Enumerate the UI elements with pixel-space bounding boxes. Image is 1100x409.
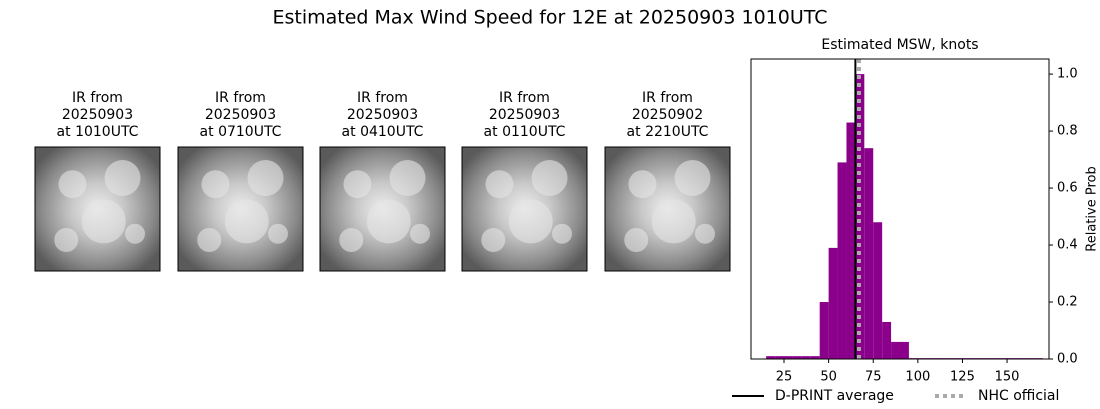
x-tick-label: 125: [950, 370, 975, 385]
bar: [864, 148, 874, 359]
cloud: [201, 170, 230, 199]
panel-title: 20250903: [347, 107, 418, 123]
bar: [801, 356, 811, 359]
bar: [873, 222, 883, 359]
y-tick-label: 0.2: [1057, 295, 1078, 310]
bar: [900, 341, 909, 359]
cloud: [54, 228, 79, 252]
cloud: [224, 199, 269, 244]
cloud: [531, 160, 568, 196]
cloud: [58, 170, 87, 199]
panel-title: IR from: [499, 90, 550, 106]
y-tick-label: 0.0: [1057, 352, 1078, 367]
cloud: [410, 223, 430, 244]
panel-title: 20250903: [205, 107, 276, 123]
cloud: [485, 170, 514, 199]
legend-label: NHC official: [978, 388, 1059, 404]
cloud: [247, 160, 284, 196]
panel-title: at 2210UTC: [627, 124, 709, 140]
y-tick-label: 0.6: [1057, 181, 1078, 196]
cloud: [104, 160, 141, 196]
panel-title: 20250903: [62, 107, 133, 123]
bar: [775, 356, 785, 359]
cloud: [197, 228, 222, 252]
x-tick-label: 25: [776, 370, 793, 385]
panel-title: at 0110UTC: [484, 124, 566, 140]
cloud: [552, 223, 572, 244]
legend-label: D-PRINT average: [775, 388, 894, 404]
bar: [819, 302, 829, 359]
cloud: [695, 223, 715, 244]
bar: [766, 356, 776, 359]
bar: [891, 341, 900, 359]
cloud: [624, 228, 649, 252]
bar: [828, 247, 838, 359]
y-axis-label: Relative Prob: [1085, 166, 1100, 251]
bar: [810, 356, 820, 359]
figure-title: Estimated Max Wind Speed for 12E at 2025…: [272, 7, 827, 29]
x-tick-label: 150: [995, 370, 1020, 385]
bar: [792, 356, 802, 359]
panel-title: IR from: [357, 90, 408, 106]
panel-title: at 0710UTC: [200, 124, 282, 140]
x-tick-label: 100: [905, 370, 930, 385]
bar: [855, 74, 865, 359]
cloud: [674, 160, 711, 196]
cloud: [389, 160, 426, 196]
cloud: [81, 199, 126, 244]
panel-title: at 0410UTC: [342, 124, 424, 140]
cloud: [343, 170, 372, 199]
cloud: [366, 199, 411, 244]
bar: [784, 356, 793, 359]
cloud: [651, 199, 696, 244]
cloud: [508, 199, 553, 244]
cloud: [125, 223, 145, 244]
cloud: [628, 170, 657, 199]
y-tick-label: 1.0: [1057, 67, 1078, 82]
bar: [846, 122, 856, 359]
y-tick-label: 0.8: [1057, 124, 1078, 139]
chart-title: Estimated MSW, knots: [821, 37, 978, 53]
panel-title: at 1010UTC: [57, 124, 139, 140]
cloud: [339, 228, 364, 252]
panel-title: IR from: [642, 90, 693, 106]
panel-title: IR from: [215, 90, 266, 106]
cloud: [481, 228, 506, 252]
panel-title: 20250903: [489, 107, 560, 123]
panel-title: 20250902: [632, 107, 703, 123]
cloud: [268, 223, 288, 244]
bar: [837, 162, 847, 359]
panel-title: IR from: [72, 90, 123, 106]
x-tick-label: 75: [865, 370, 882, 385]
plot-frame: [750, 58, 1050, 360]
bar: [882, 321, 892, 359]
y-tick-label: 0.4: [1057, 238, 1078, 253]
x-tick-label: 50: [820, 370, 837, 385]
